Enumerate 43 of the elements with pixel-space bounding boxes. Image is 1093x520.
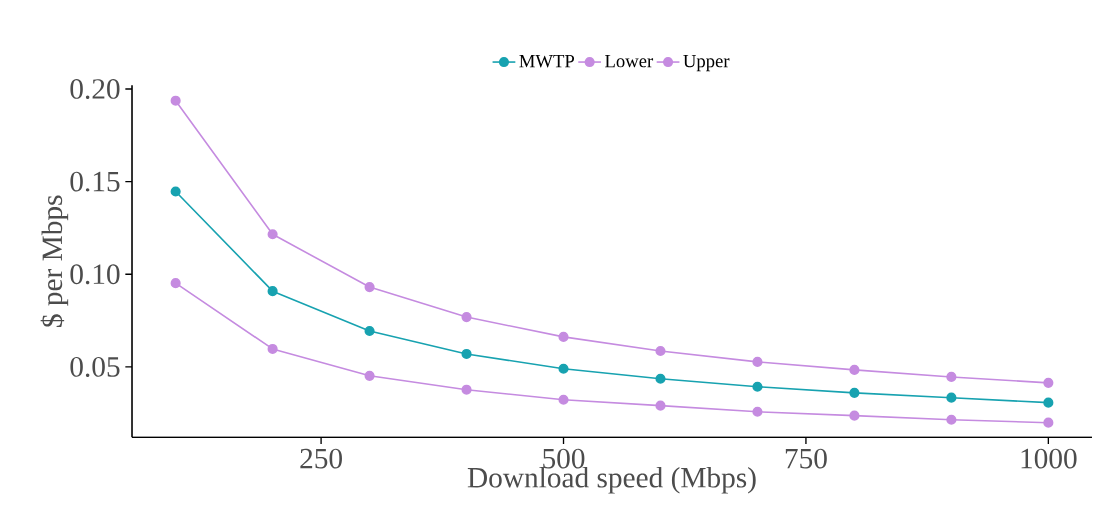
legend-label: Lower	[605, 54, 654, 68]
y-tick-label: 0.05	[70, 356, 120, 377]
y-tick-label: 0.10	[70, 264, 120, 285]
point	[461, 384, 472, 395]
x-tick-label: 250	[300, 448, 342, 469]
x-tick-label: 750	[785, 448, 827, 469]
point	[752, 406, 763, 417]
x-tick-label: 500	[543, 448, 585, 469]
point	[170, 95, 181, 106]
legend-label: MWTP	[519, 54, 575, 68]
point	[655, 345, 666, 357]
point	[558, 363, 569, 374]
point	[946, 414, 957, 425]
point	[267, 343, 278, 355]
point	[1043, 397, 1054, 408]
point	[655, 373, 666, 384]
point	[1043, 377, 1054, 388]
point	[849, 410, 860, 421]
point	[558, 394, 569, 405]
point	[364, 282, 375, 293]
point	[170, 186, 181, 197]
point	[946, 371, 957, 382]
point	[849, 364, 860, 375]
y-axis-title: $ per Mbps	[40, 195, 69, 327]
point	[267, 286, 278, 297]
point	[752, 356, 763, 367]
x-tick-label: 1000	[1021, 448, 1077, 469]
point	[267, 229, 278, 240]
y-tick-label: 0.20	[70, 79, 120, 99]
point	[946, 392, 957, 403]
y-tick-label: 0.15	[70, 171, 120, 192]
point	[364, 370, 375, 381]
point	[364, 325, 375, 337]
point	[461, 312, 472, 323]
legend-label: Upper	[683, 54, 730, 72]
point	[558, 331, 569, 342]
point	[655, 400, 666, 411]
x-axis-title: Download speed (Mbps)	[467, 466, 756, 494]
point	[1043, 417, 1054, 428]
point	[849, 387, 860, 398]
point	[461, 348, 472, 360]
point	[170, 278, 181, 289]
point	[752, 381, 763, 392]
